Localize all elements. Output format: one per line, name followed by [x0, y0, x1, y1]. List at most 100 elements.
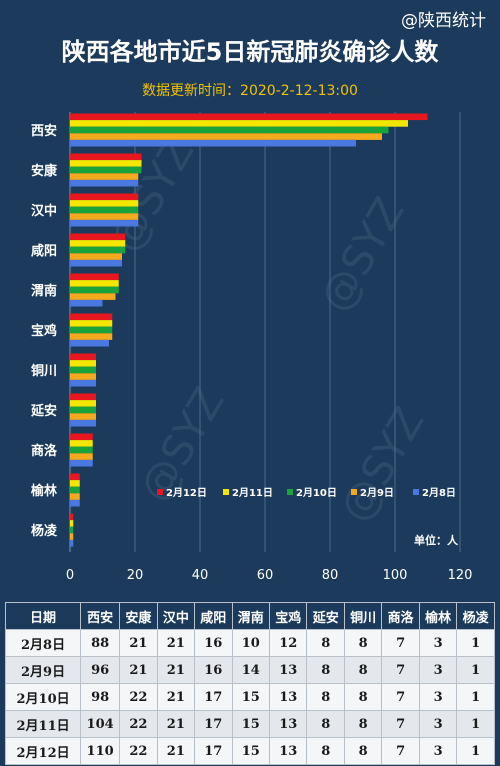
table-header-cell: 渭南	[231, 602, 271, 630]
table-cell: 2月9日	[4, 656, 82, 684]
bars	[70, 113, 428, 547]
table-cell: 98	[80, 683, 121, 711]
table-cell: 7	[381, 710, 420, 738]
table-cell: 21	[156, 629, 196, 657]
bar	[70, 166, 142, 174]
category-label: 商洛	[31, 443, 58, 459]
table-cell: 7	[381, 629, 420, 657]
table-cell: 7	[381, 683, 420, 711]
table-cell: 2月8日	[4, 629, 82, 657]
table-cell: 8	[306, 710, 345, 738]
table-cell: 17	[194, 683, 233, 711]
category-label: 西安	[31, 123, 57, 139]
table-cell: 3	[418, 683, 458, 711]
bar	[70, 139, 356, 147]
bar	[70, 520, 74, 527]
legend-item: 2月8日	[413, 487, 456, 499]
bar	[70, 513, 74, 521]
table-cell: 13	[269, 710, 308, 738]
legend-item: 2月9日	[351, 487, 394, 499]
bar	[70, 126, 389, 134]
legend-swatch	[223, 489, 229, 495]
category-label: 铜川	[30, 363, 57, 379]
x-tick-label: 60	[257, 568, 274, 583]
data-table: 日期 西安 安康 汉中 咸阳 渭南 宝鸡 延安 铜川 商洛 榆林 杨凌 2月8日 88 21 21 16 10 1…	[4, 602, 495, 765]
table-cell: 15	[231, 683, 271, 711]
table-cell: 15	[231, 737, 271, 765]
table-cell: 22	[119, 737, 158, 765]
legend-label: 2月10日	[296, 487, 337, 499]
table-cell: 22	[119, 710, 158, 738]
table-cell: 12	[269, 629, 308, 657]
bar	[70, 379, 96, 387]
bar	[70, 206, 139, 214]
table-cell: 15	[231, 710, 271, 738]
table-header-cell: 延安	[306, 602, 345, 630]
table-cell: 21	[156, 683, 196, 711]
table-cell: 17	[194, 737, 233, 765]
table-row: 2月10日 98 22 21 17 15 13 8 8 7 3 1	[4, 683, 495, 711]
x-tick-label: 0	[66, 568, 74, 583]
table-row: 2月12日 110 22 21 17 15 13 8 8 7 3 1	[4, 737, 495, 765]
bar	[70, 326, 113, 334]
table-cell: 8	[343, 656, 383, 684]
x-tick-label: 80	[322, 568, 339, 583]
table-cell: 8	[343, 710, 383, 738]
bar	[70, 213, 139, 220]
bar	[70, 133, 382, 140]
table-cell: 22	[119, 683, 158, 711]
table-header-cell: 杨凌	[456, 602, 495, 630]
table-header-cell: 日期	[4, 602, 82, 630]
table-cell: 3	[418, 656, 458, 684]
table-cell: 8	[306, 737, 345, 765]
bar	[70, 413, 96, 420]
table-cell: 1	[456, 683, 495, 711]
legend-swatch	[157, 489, 163, 495]
legend-swatch	[287, 489, 293, 495]
x-tick-label: 120	[448, 568, 473, 583]
bar	[70, 360, 96, 367]
bar	[70, 400, 96, 407]
legend: 2月12日 2月11日 2月10日 2月9日 2月8日	[157, 487, 456, 499]
category-label: 榆林	[31, 483, 57, 499]
bar	[70, 533, 74, 540]
table-header-row: 日期 西安 安康 汉中 咸阳 渭南 宝鸡 延安 铜川 商洛 榆林 杨凌	[4, 602, 495, 630]
table-row: 2月11日 104 22 21 17 15 13 8 8 7 3 1	[4, 710, 495, 738]
bar	[70, 433, 93, 441]
table-cell: 21	[119, 656, 158, 684]
bar	[70, 113, 428, 121]
table-cell: 8	[306, 656, 345, 684]
legend-label: 2月12日	[166, 487, 207, 499]
table-cell: 16	[194, 629, 233, 657]
bar	[70, 246, 126, 254]
category-label: 汉中	[31, 203, 57, 219]
table-header-cell: 西安	[80, 602, 121, 630]
table-header-cell: 安康	[119, 602, 158, 630]
bar	[70, 259, 122, 267]
table-row: 2月9日 96 21 21 16 14 13 8 8 7 3 1	[4, 656, 495, 684]
table-cell: 13	[269, 737, 308, 765]
table-header-cell: 铜川	[343, 602, 383, 630]
bar	[70, 200, 139, 207]
table-cell: 104	[80, 710, 121, 738]
bar	[70, 440, 93, 447]
bar	[70, 320, 113, 327]
category-label: 渭南	[31, 283, 57, 299]
bar	[70, 240, 126, 247]
table-header-cell: 商洛	[381, 602, 420, 630]
bar	[70, 459, 93, 467]
table-cell: 21	[156, 710, 196, 738]
bar	[70, 153, 142, 161]
table-cell: 13	[269, 683, 308, 711]
legend-swatch	[351, 489, 357, 495]
bar	[70, 193, 139, 201]
bar	[70, 333, 113, 340]
bar	[70, 493, 80, 500]
table-cell: 17	[194, 710, 233, 738]
table-cell: 1	[456, 656, 495, 684]
category-label: 咸阳	[31, 243, 57, 259]
bar	[70, 480, 80, 487]
bar	[70, 393, 96, 401]
